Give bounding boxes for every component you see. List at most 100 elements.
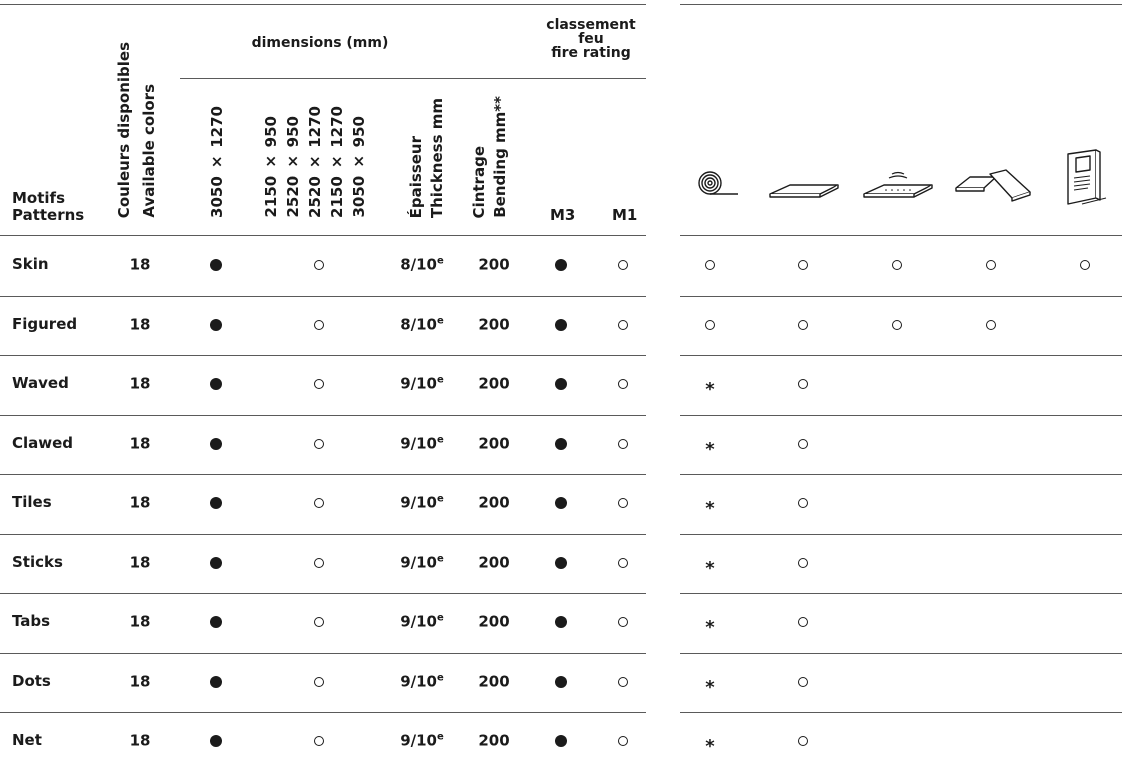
header-thickness-en: Thickness mm (428, 97, 446, 218)
available-dot-3050-1270 (210, 616, 222, 628)
application-ring (892, 319, 902, 330)
available-dot-3050-1270 (210, 318, 222, 331)
application-asterisk: * (705, 617, 715, 638)
application-ring (1080, 260, 1090, 270)
fire-m3-dot (555, 497, 567, 509)
application-ring (798, 736, 808, 746)
application-ring (986, 260, 996, 270)
row-divider-left (0, 355, 646, 356)
thickness-number: 8/10 (400, 315, 437, 333)
thickness-value: 9/10e (400, 554, 444, 571)
row-divider-right (680, 414, 1122, 416)
row-divider-right (680, 355, 1122, 356)
fire-rating-group-header: classement feu fire rating (536, 18, 646, 60)
color-count: 18 (129, 553, 151, 571)
fire-m1-ring (618, 736, 628, 746)
row-divider-left (0, 533, 646, 535)
header-rule-right (680, 235, 1122, 236)
option-ring-other-dimensions (314, 676, 324, 687)
bending-value: 200 (478, 374, 510, 393)
row-divider-right (680, 593, 1122, 594)
wall-display-icon (1067, 149, 1107, 205)
header-motifs: Motifs (12, 189, 65, 207)
option-ring-other-dimensions (314, 260, 324, 270)
row-divider-right (680, 295, 1122, 297)
application-asterisk: * (705, 438, 715, 460)
fire-m3-dot (555, 378, 567, 390)
thickness-superscript: e (437, 612, 444, 624)
thickness-value: 8/10e (400, 256, 444, 274)
thickness-superscript: e (437, 731, 444, 743)
option-ring-other-dimensions (314, 319, 324, 330)
application-ring (798, 676, 808, 687)
row-divider-left (0, 474, 646, 475)
fire-m1-ring (618, 498, 628, 508)
available-dot-3050-1270 (210, 378, 222, 390)
fire-m3-dot (555, 259, 567, 271)
pattern-name: Net (12, 731, 42, 749)
available-dot-3050-1270 (210, 735, 222, 747)
thickness-superscript: e (437, 493, 444, 505)
thickness-number: 9/10 (400, 434, 437, 452)
fire-rating-line-1: classement (546, 17, 636, 33)
header-colors-fr: Couleurs disponibles (115, 41, 133, 218)
row-divider-right (680, 652, 1122, 654)
row-divider-left (0, 712, 646, 713)
color-count: 18 (129, 434, 151, 452)
application-ring (798, 260, 808, 270)
option-ring-other-dimensions (314, 498, 324, 508)
header-m1: M1 (612, 206, 638, 224)
fire-m1-ring (618, 379, 628, 389)
row-divider-right (680, 533, 1122, 535)
pattern-name: Clawed (12, 433, 74, 452)
thickness-value: 9/10e (400, 374, 444, 393)
header-rule-left (0, 235, 646, 236)
application-ring (798, 617, 808, 627)
pattern-name: Sticks (12, 552, 63, 571)
roll-icon (698, 171, 738, 195)
application-ring (705, 319, 715, 330)
application-asterisk: * (705, 557, 715, 579)
bending-value: 200 (478, 731, 510, 750)
fire-m1-ring (618, 438, 628, 449)
row-divider-left (0, 593, 646, 594)
thickness-number: 9/10 (400, 672, 437, 690)
bending-value: 200 (478, 672, 510, 690)
subheader-rule (180, 78, 646, 79)
header-dim-2520-1270: 2520 × 1270 (306, 106, 324, 218)
bending-value: 200 (478, 255, 510, 274)
application-asterisk: * (705, 498, 715, 519)
color-count: 18 (129, 315, 151, 333)
top-rule-left (0, 4, 646, 5)
row-divider-left (0, 414, 646, 416)
header-dim-3050-1270: 3050 × 1270 (208, 106, 226, 218)
header-colors-en: Available colors (140, 84, 158, 218)
header-dim-2150-1270: 2150 × 1270 (328, 106, 346, 218)
pattern-name: Skin (12, 255, 49, 273)
available-dot-3050-1270 (210, 675, 222, 688)
thickness-number: 9/10 (400, 612, 437, 631)
fire-m3-dot (555, 318, 567, 331)
thickness-value: 9/10e (400, 673, 444, 690)
bending-value: 200 (478, 434, 510, 452)
thickness-number: 9/10 (400, 374, 437, 393)
application-asterisk: * (705, 676, 715, 698)
available-dot-3050-1270 (210, 556, 222, 569)
option-ring-other-dimensions (314, 438, 324, 449)
fire-m1-ring (618, 617, 628, 627)
thickness-value: 9/10e (400, 435, 444, 452)
thickness-superscript: e (437, 434, 444, 445)
application-ring (798, 438, 808, 449)
pattern-name: Figured (12, 314, 78, 333)
top-rule-right (680, 4, 1122, 5)
pattern-name: Dots (12, 671, 51, 690)
header-dim-3050-950: 3050 × 950 (350, 116, 368, 218)
row-divider-right (680, 712, 1122, 713)
color-count: 18 (129, 255, 151, 274)
fire-m3-dot (555, 437, 567, 450)
available-dot-3050-1270 (210, 497, 222, 509)
fire-rating-line-2: feu (578, 31, 604, 47)
fire-m1-ring (618, 319, 628, 330)
thickness-superscript: e (437, 553, 444, 564)
available-dot-3050-1270 (210, 259, 222, 271)
